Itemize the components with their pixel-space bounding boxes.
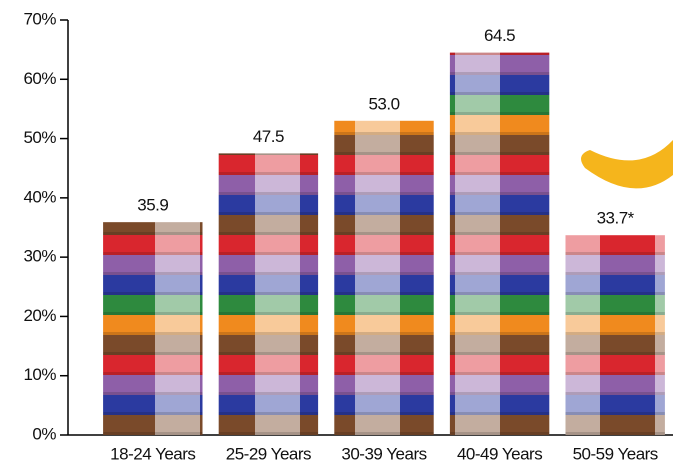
bar bbox=[565, 235, 665, 435]
value-label: 47.5 bbox=[253, 127, 284, 146]
y-tick-label: 40% bbox=[23, 187, 56, 206]
x-tick-label: 50-59 Years bbox=[573, 444, 658, 463]
y-tick-label: 30% bbox=[23, 247, 56, 266]
y-tick-label: 20% bbox=[23, 306, 56, 325]
value-label: 64.5 bbox=[484, 26, 515, 45]
y-tick-label: 70% bbox=[23, 9, 56, 28]
value-label: 35.9 bbox=[137, 196, 168, 215]
y-tick-label: 10% bbox=[23, 365, 56, 384]
x-tick-label: 18-24 Years bbox=[110, 444, 195, 463]
bar bbox=[218, 153, 319, 435]
x-tick-label: 40-49 Years bbox=[457, 444, 542, 463]
x-tick-label: 30-39 Years bbox=[341, 444, 426, 463]
y-tick-label: 0% bbox=[32, 424, 56, 443]
bar bbox=[449, 52, 550, 435]
y-tick-label: 50% bbox=[23, 128, 56, 147]
value-label: 33.7* bbox=[597, 209, 635, 228]
decoration bbox=[581, 140, 673, 189]
x-tick-label: 25-29 Years bbox=[226, 444, 311, 463]
bar bbox=[334, 120, 434, 436]
value-label: 53.0 bbox=[368, 94, 399, 113]
bar bbox=[103, 222, 203, 435]
y-tick-label: 60% bbox=[23, 69, 56, 88]
